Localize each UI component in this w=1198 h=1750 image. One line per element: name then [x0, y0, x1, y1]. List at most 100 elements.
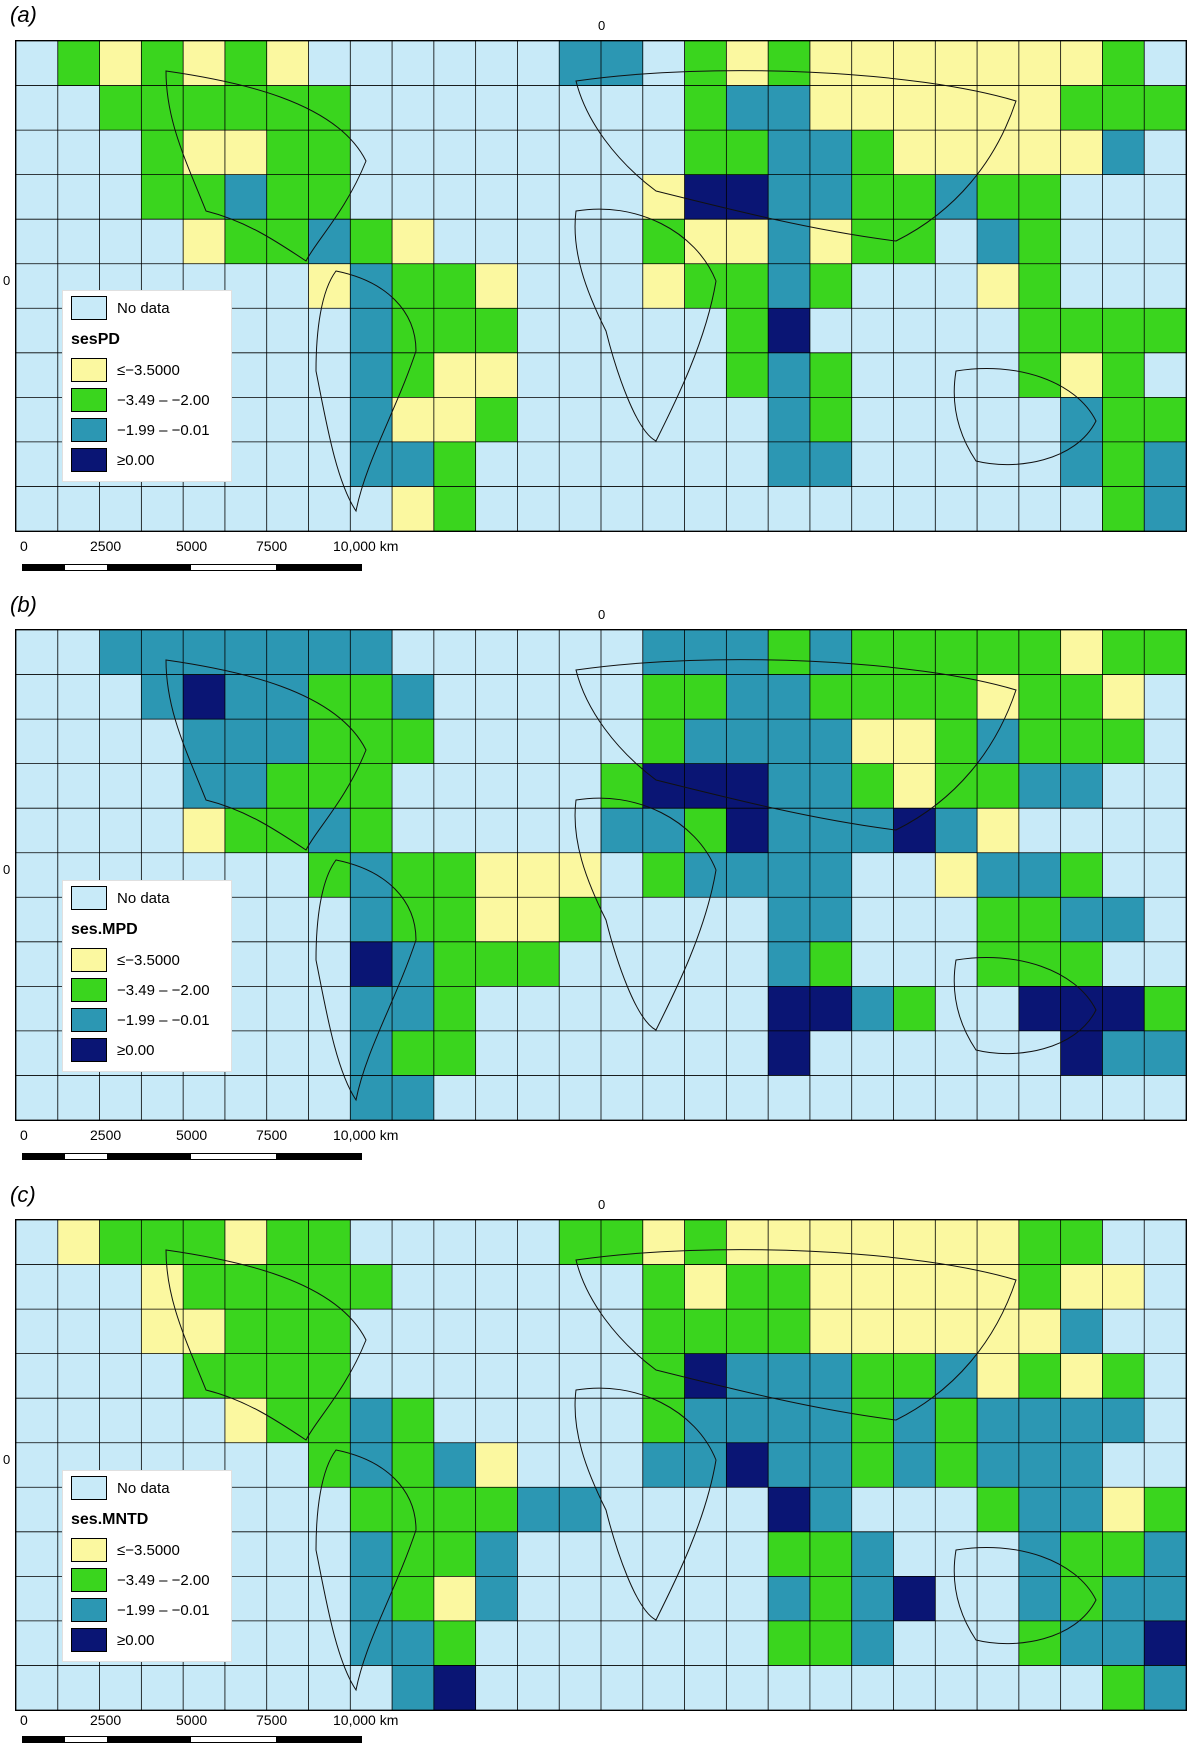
grid-cell-teal: [350, 986, 393, 1031]
grid-cell-no-data: [642, 1531, 685, 1577]
legend-swatch: [71, 886, 107, 910]
grid-cell-no-data: [1144, 763, 1186, 809]
grid-cell-yellow: [1060, 130, 1103, 175]
grid-cell-no-data: [308, 1531, 351, 1577]
grid-cell-teal: [809, 897, 852, 942]
grid-cell-no-data: [16, 1264, 58, 1310]
grid-cell-teal: [642, 630, 685, 675]
grid-cell-yellow: [1102, 674, 1145, 720]
grid-cell-teal: [1144, 1665, 1186, 1710]
grid-cell-teal: [392, 1075, 434, 1120]
grid-cell-teal: [1102, 1398, 1145, 1443]
grid-cell-no-data: [559, 441, 601, 487]
grid-cell-no-data: [642, 130, 685, 175]
grid-cell-no-data: [517, 1030, 560, 1076]
grid-cell-no-data: [475, 85, 518, 131]
grid-cell-green: [1102, 630, 1145, 675]
grid-cell-teal: [684, 630, 727, 675]
grid-cell-no-data: [99, 1309, 142, 1354]
grid-cell-yellow: [977, 1353, 1019, 1399]
grid-cell-yellow: [392, 219, 434, 264]
grid-cell-green: [308, 1264, 351, 1310]
grid-cell-teal: [809, 763, 852, 809]
grid-cell-green: [726, 352, 769, 398]
grid-cell-teal: [684, 852, 727, 898]
grid-cell-no-data: [559, 808, 601, 853]
grid-cell-green: [517, 941, 560, 987]
grid-cell-no-data: [350, 41, 393, 86]
grid-cell-green: [350, 719, 393, 764]
legend-row-no-data: No data: [71, 885, 170, 911]
grid-cell-green: [1018, 1620, 1061, 1666]
grid-cell-yellow: [851, 1309, 894, 1354]
grid-cell-no-data: [392, 763, 434, 809]
grid-cell-no-data: [559, 1398, 601, 1443]
grid-cell-no-data: [559, 1309, 601, 1354]
grid-cell-no-data: [308, 1487, 351, 1532]
grid-cell-no-data: [726, 1075, 769, 1120]
grid-cell-green: [350, 219, 393, 264]
grid-cell-green: [392, 263, 434, 309]
legend-swatch: [71, 1476, 107, 1500]
grid-cell-no-data: [1144, 1309, 1186, 1354]
grid-cell-green: [475, 308, 518, 353]
grid-cell-teal: [768, 397, 810, 442]
grid-cell-no-data: [1060, 1665, 1103, 1710]
grid-cell-yellow: [684, 1264, 727, 1310]
grid-cell-green: [475, 1487, 518, 1532]
grid-cell-yellow: [768, 1220, 810, 1265]
legend-row-teal: −1.99 – −0.01: [71, 417, 210, 443]
grid-cell-green: [851, 630, 894, 675]
grid-cell-no-data: [308, 308, 351, 353]
grid-cell-green: [392, 852, 434, 898]
grid-cell-teal: [1060, 1398, 1103, 1443]
grid-cell-teal: [726, 630, 769, 675]
scale-tick: 10,000 km: [333, 1127, 399, 1143]
grid-cell-no-data: [851, 1487, 894, 1532]
grid-cell-teal: [768, 174, 810, 220]
grid-cell-green: [935, 1398, 978, 1443]
grid-cell-no-data: [851, 352, 894, 398]
grid-cell-navy: [726, 174, 769, 220]
grid-cell-green: [726, 308, 769, 353]
legend-label: ≤−3.5000: [117, 361, 180, 379]
grid-cell-no-data: [517, 1264, 560, 1310]
grid-cell-teal: [768, 130, 810, 175]
grid-cell-no-data: [475, 674, 518, 720]
scale-tick: 2500: [90, 1127, 122, 1143]
grid-cell-yellow: [809, 1309, 852, 1354]
grid-cell-no-data: [16, 763, 58, 809]
grid-cell-teal: [893, 1442, 936, 1488]
grid-cell-teal: [1060, 763, 1103, 809]
grid-cell-no-data: [16, 852, 58, 898]
grid-cell-green: [1018, 308, 1061, 353]
grid-cell-no-data: [559, 1075, 601, 1120]
grid-cell-no-data: [266, 1030, 309, 1076]
legend-swatch: [71, 1008, 107, 1032]
grid-cell-no-data: [601, 1030, 643, 1076]
grid-cell-teal: [809, 1442, 852, 1488]
grid-cell-green: [977, 941, 1019, 987]
scale-tick: 5000: [176, 1127, 208, 1143]
grid-cell-teal: [977, 852, 1019, 898]
grid-cell-no-data: [99, 486, 142, 531]
panel-a-label: (a): [10, 2, 37, 27]
grid-cell-no-data: [935, 219, 978, 264]
grid-cell-no-data: [57, 1264, 100, 1310]
grid-cell-green: [977, 1487, 1019, 1532]
grid-cell-no-data: [517, 1353, 560, 1399]
grid-cell-no-data: [16, 1665, 58, 1710]
grid-cell-green: [308, 763, 351, 809]
grid-cell-green: [308, 1353, 351, 1399]
grid-cell-no-data: [392, 1353, 434, 1399]
panel-c-label: (c): [10, 1182, 36, 1207]
grid-cell-yellow: [433, 1576, 476, 1621]
grid-cell-no-data: [433, 41, 476, 86]
scale-tick: 7500: [256, 1127, 288, 1143]
grid-cell-no-data: [266, 263, 309, 309]
grid-cell-no-data: [433, 130, 476, 175]
grid-cell-no-data: [559, 263, 601, 309]
grid-cell-teal: [768, 441, 810, 487]
grid-cell-green: [1144, 308, 1186, 353]
grid-cell-no-data: [1144, 41, 1186, 86]
